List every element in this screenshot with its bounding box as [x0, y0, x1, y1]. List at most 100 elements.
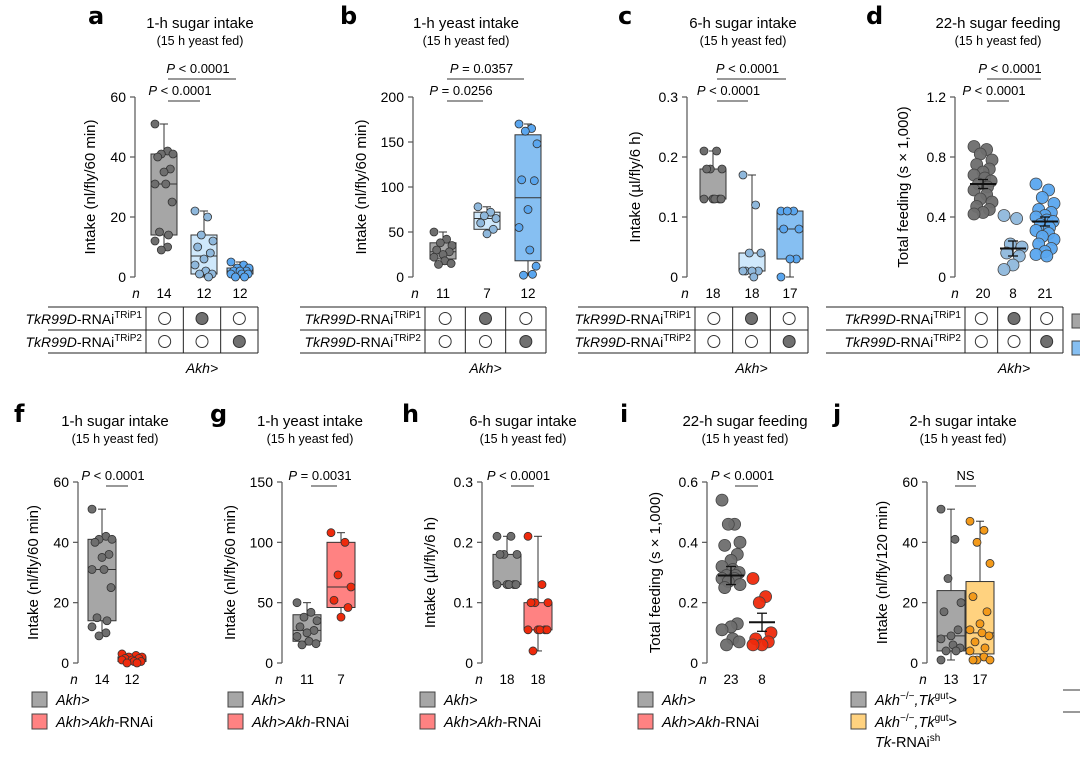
n-label: n	[699, 672, 707, 687]
y-axis-label: Intake (nl/fly/60 min)	[222, 505, 239, 640]
data-point	[965, 625, 975, 635]
data-point	[87, 622, 97, 632]
empty-indicator-icon	[1007, 335, 1021, 348]
chart-title: 22-h sugar feeding	[935, 15, 1060, 32]
empty-indicator-icon	[195, 335, 209, 348]
box	[699, 168, 727, 200]
filled-indicator-icon	[195, 312, 209, 325]
p-value-label: P = 0.0357	[450, 61, 513, 76]
data-point	[520, 126, 530, 136]
data-point	[333, 570, 343, 580]
y-tick-label: 150	[381, 134, 405, 150]
data-point	[1035, 191, 1049, 204]
line-superscript: TRiP1	[114, 310, 142, 321]
data-point	[190, 206, 200, 216]
data-point	[122, 658, 132, 668]
data-point	[543, 598, 553, 608]
data-point	[1029, 177, 1043, 191]
panel-label: d	[866, 2, 883, 30]
y-tick-label: 40	[53, 534, 69, 550]
p-symbol: P	[429, 83, 438, 98]
data-point	[511, 580, 521, 589]
p-value-label: P < 0.0001	[711, 468, 774, 483]
empty-indicator-icon	[974, 335, 988, 348]
panel-label: f	[14, 400, 25, 428]
n-label: n	[951, 286, 959, 301]
data-point	[782, 206, 792, 216]
p-value-label: P < 0.0001	[697, 83, 760, 98]
data-point	[167, 197, 177, 207]
data-point	[732, 635, 746, 649]
data-point	[968, 592, 978, 602]
y-tick-label: 0	[396, 269, 404, 285]
data-point	[292, 632, 302, 641]
p-symbol: P	[81, 468, 90, 483]
data-point	[936, 655, 946, 665]
p-symbol: P	[978, 61, 987, 76]
panel-label: a	[88, 2, 104, 30]
data-point	[968, 655, 978, 665]
construct: -RNAi	[896, 311, 933, 327]
box	[965, 581, 995, 655]
data-point	[476, 218, 486, 228]
data-point	[542, 625, 552, 635]
genotype: Akh>	[661, 693, 695, 709]
data-point	[997, 209, 1011, 222]
data-point	[980, 643, 990, 653]
data-point	[240, 272, 249, 282]
n-count: 12	[520, 286, 535, 301]
box	[776, 210, 804, 260]
gene-name: Akh	[874, 715, 900, 731]
group-1	[473, 202, 501, 239]
data-point	[751, 200, 760, 210]
n-label: n	[275, 672, 283, 687]
group-2	[1029, 177, 1061, 263]
data-point	[311, 639, 321, 649]
chart-title: 1-h sugar intake	[146, 15, 254, 32]
data-point	[1029, 248, 1043, 261]
p-symbol: P	[716, 61, 725, 76]
data-point	[514, 119, 524, 129]
line-superscript: TRiP1	[933, 310, 961, 321]
driver-superscript: gut	[935, 713, 949, 724]
data-point	[346, 582, 356, 592]
legend-swatch-cropped	[1071, 313, 1080, 329]
data-point	[231, 272, 240, 282]
y-tick-label: 20	[110, 209, 126, 225]
genotype-row-label: TkR99D-RNAiTRiP2	[26, 333, 143, 350]
genotype: Akh>	[55, 693, 89, 709]
legend-swatch	[419, 713, 436, 730]
allele-superscript: −/−	[900, 691, 915, 702]
data-point	[153, 152, 163, 162]
group-1	[326, 528, 356, 622]
genotype-row-label: TkR99D-RNAiTRiP1	[305, 310, 422, 327]
group-0	[492, 531, 522, 589]
y-tick-label: 100	[250, 534, 274, 550]
panel-i: i 22-h sugar feeding (15 h yeast fed) 0 0.2 0…	[620, 400, 808, 731]
data-point	[94, 631, 104, 641]
panel-label: c	[618, 2, 632, 30]
panel-f: f 1-h sugar intake (15 h yeast fed) 0 20 40 60…	[14, 400, 169, 731]
n-count: 17	[782, 286, 797, 301]
y-tick-label: 0.8	[927, 149, 947, 165]
chart-subtitle: (15 h yeast fed)	[480, 432, 567, 446]
gene-name: TkR99D	[305, 311, 356, 327]
legend-swatch	[227, 713, 244, 730]
data-point	[107, 534, 117, 544]
legend-swatch	[850, 691, 867, 708]
legend-label: Akh>Akh-RNAi	[251, 715, 349, 731]
legend-label: Akh>Akh-RNAi	[55, 715, 153, 731]
group-1	[738, 170, 766, 282]
group-2	[226, 257, 254, 282]
genotype: Akh>	[251, 693, 285, 709]
y-tick-label: 200	[381, 89, 405, 105]
group-1	[746, 572, 778, 652]
n-count: 11	[436, 286, 450, 301]
data-point	[193, 242, 203, 252]
data-point	[434, 259, 443, 269]
p-value: = 0.0357	[459, 61, 514, 76]
gene-name: TkR99D	[305, 334, 356, 350]
y-tick-label: 0.3	[454, 474, 474, 490]
